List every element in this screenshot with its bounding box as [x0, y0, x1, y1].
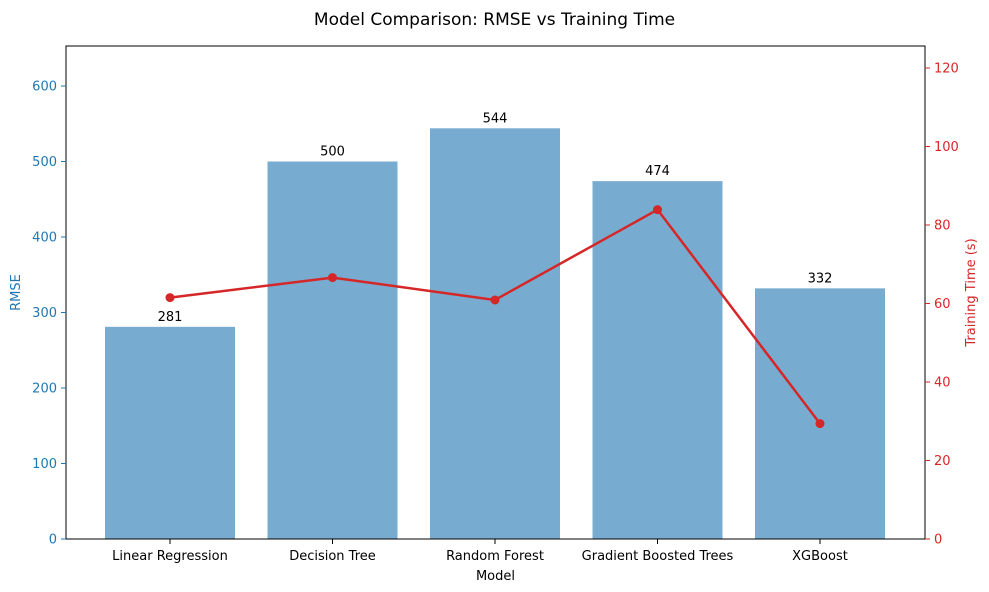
y2-tick-label: 100 — [934, 140, 959, 155]
bar-data-label: 544 — [483, 111, 508, 126]
y2-tick-label: 40 — [934, 375, 951, 390]
y-tick-label: 100 — [32, 457, 57, 472]
bar — [267, 161, 398, 540]
training-time-point — [165, 293, 175, 303]
training-time-point — [328, 273, 337, 283]
x-tick-label: Linear Regression — [112, 549, 228, 564]
y2-tick-label: 80 — [934, 218, 951, 233]
x-tick-label: Decision Tree — [289, 549, 376, 564]
x-tick-label: Gradient Boosted Trees — [582, 549, 734, 564]
y2-tick-label: 120 — [934, 61, 959, 76]
y-axis-left: 0 100 200 300 400 500 600 — [32, 80, 66, 548]
y2-tick-label: 60 — [934, 297, 951, 312]
bar — [755, 288, 885, 539]
training-time-point — [490, 295, 500, 305]
x-axis: Linear Regression Decision Tree Random For… — [112, 539, 848, 564]
y-axis-label: RMSE — [9, 274, 24, 311]
y-tick-label: 400 — [32, 231, 57, 246]
bar-data-label: 281 — [158, 310, 183, 325]
chart-title: Model Comparison: RMSE vs Training Time — [314, 10, 675, 30]
y-tick-label: 300 — [32, 306, 57, 321]
bar-data-label: 474 — [645, 164, 670, 179]
line-group — [165, 205, 825, 429]
x-axis-label: Model — [476, 569, 515, 584]
bar — [430, 128, 560, 540]
bar-group: 281 500 544 474 332 — [105, 111, 885, 540]
y2-tick-label: 0 — [934, 533, 942, 548]
bar — [105, 326, 235, 539]
y-tick-label: 500 — [32, 155, 57, 170]
bar-data-label: 332 — [808, 271, 833, 286]
y-tick-label: 200 — [32, 382, 57, 397]
y-tick-label: 600 — [32, 80, 57, 95]
y2-tick-label: 20 — [934, 454, 951, 469]
x-tick-label: XGBoost — [792, 549, 848, 564]
x-tick-label: Random Forest — [446, 549, 544, 564]
bar — [592, 181, 723, 540]
bar-data-label: 500 — [320, 145, 345, 160]
training-time-point — [815, 419, 825, 429]
y2-axis-label: Training Time (s) — [964, 238, 979, 347]
y-tick-label: 0 — [49, 533, 57, 548]
training-time-point — [653, 205, 662, 215]
y-axis-right: 0 20 40 60 80 100 120 — [925, 61, 959, 548]
